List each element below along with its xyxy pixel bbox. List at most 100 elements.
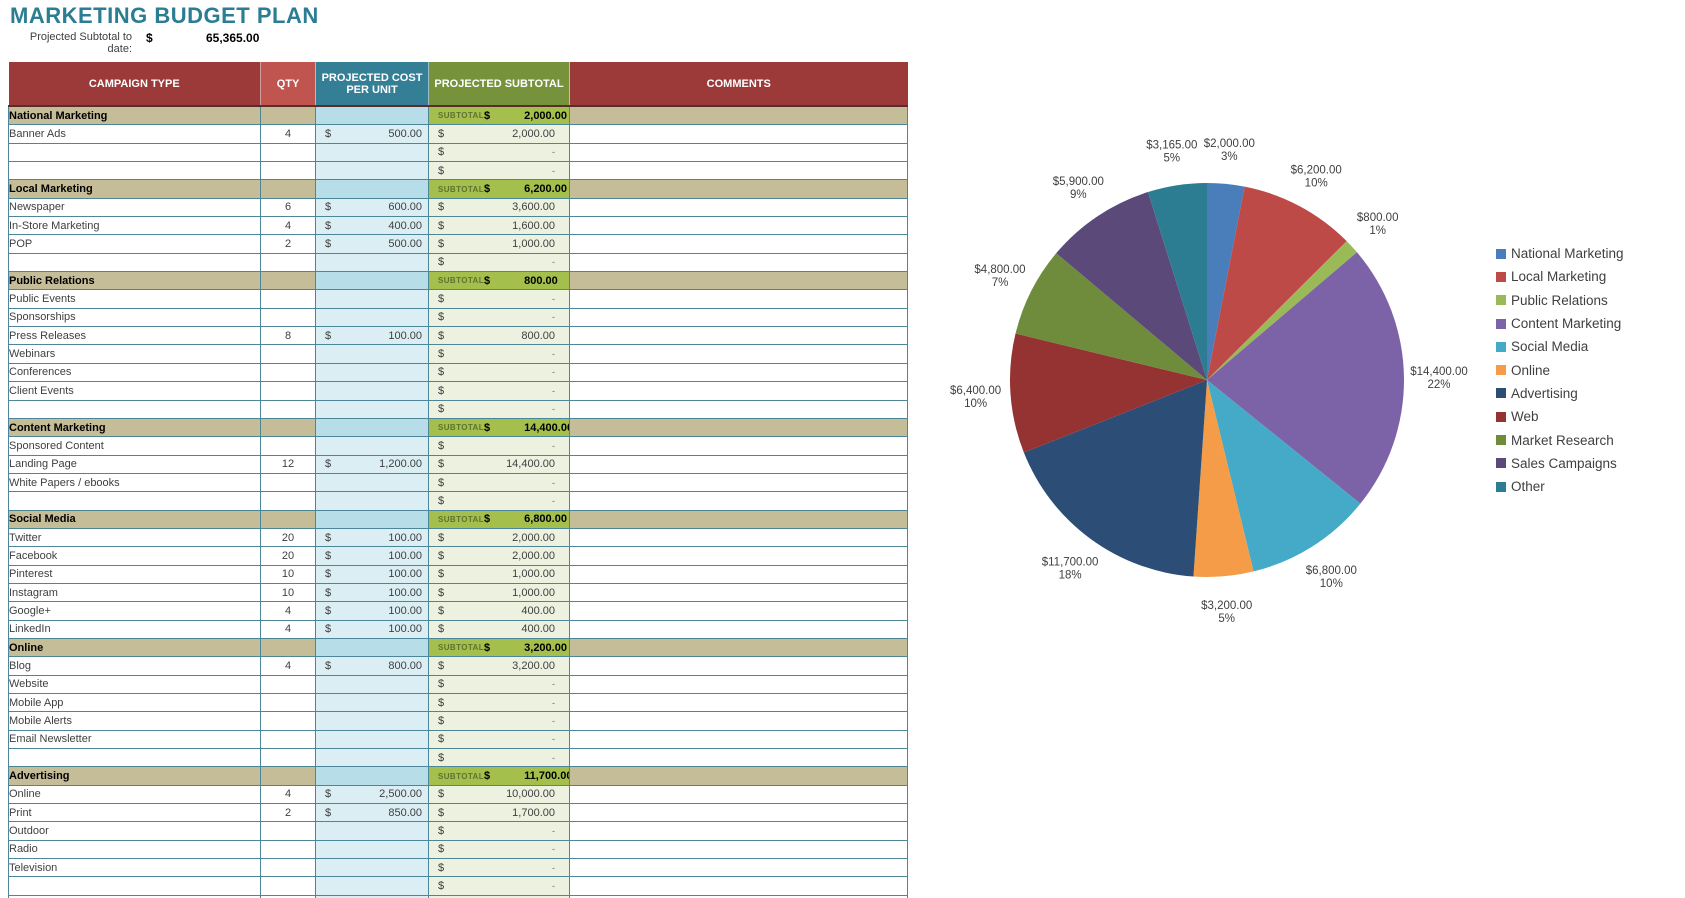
campaign-cell[interactable]: Conferences: [8, 362, 261, 383]
section-qty-cell[interactable]: [260, 509, 316, 529]
comment-cell[interactable]: [569, 326, 908, 346]
qty-cell[interactable]: [260, 381, 316, 401]
comment-cell[interactable]: [569, 436, 908, 456]
qty-cell[interactable]: [260, 399, 316, 419]
pie-slice-market-research[interactable]: [1015, 253, 1207, 380]
section-name-cell[interactable]: Local Marketing: [8, 179, 261, 199]
cost-cell[interactable]: [315, 161, 429, 181]
cost-cell[interactable]: $500.00: [315, 124, 429, 144]
section-subtotal-cell[interactable]: SUBTOTAL $11,700.00: [428, 766, 570, 786]
section-comments-cell[interactable]: [569, 766, 908, 786]
comment-cell[interactable]: [569, 344, 908, 364]
comment-cell[interactable]: [569, 527, 908, 548]
subtotal-cell[interactable]: $10,000.00: [428, 784, 570, 805]
section-cost-cell[interactable]: [315, 417, 429, 438]
pie-slice-local-marketing[interactable]: [1207, 186, 1347, 380]
subtotal-cell[interactable]: $-: [428, 821, 570, 841]
cost-cell[interactable]: $850.00: [315, 803, 429, 823]
section-qty-cell[interactable]: [260, 417, 316, 438]
comment-cell[interactable]: [569, 197, 908, 218]
subtotal-cell[interactable]: $1,000.00: [428, 564, 570, 584]
cost-cell[interactable]: [315, 472, 429, 493]
cost-cell[interactable]: [315, 289, 429, 309]
subtotal-cell[interactable]: $-: [428, 381, 570, 401]
comment-cell[interactable]: [569, 252, 908, 273]
section-name-cell[interactable]: Advertising: [8, 766, 261, 786]
subtotal-cell[interactable]: $-: [428, 161, 570, 181]
comment-cell[interactable]: [569, 674, 908, 695]
campaign-cell[interactable]: [8, 399, 261, 419]
campaign-cell[interactable]: POP: [8, 234, 261, 254]
legend-item-content-marketing[interactable]: Content Marketing: [1496, 312, 1624, 335]
section-subtotal-cell[interactable]: SUBTOTAL $14,400.00: [428, 417, 570, 438]
qty-cell[interactable]: [260, 748, 316, 768]
comment-cell[interactable]: [569, 399, 908, 419]
qty-cell[interactable]: 10: [260, 582, 316, 603]
qty-cell[interactable]: [260, 362, 316, 383]
qty-cell[interactable]: [260, 491, 316, 511]
cost-cell[interactable]: [315, 876, 429, 896]
qty-cell[interactable]: 4: [260, 216, 316, 236]
cost-cell[interactable]: [315, 399, 429, 419]
comment-cell[interactable]: [569, 821, 908, 841]
comment-cell[interactable]: [569, 472, 908, 493]
qty-cell[interactable]: [260, 472, 316, 493]
legend-item-local-marketing[interactable]: Local Marketing: [1496, 265, 1624, 288]
cost-cell[interactable]: $500.00: [315, 234, 429, 254]
cost-cell[interactable]: [315, 692, 429, 713]
comment-cell[interactable]: [569, 601, 908, 621]
subtotal-cell[interactable]: $-: [428, 692, 570, 713]
summary-currency-cell[interactable]: $: [146, 31, 153, 45]
qty-cell[interactable]: [260, 344, 316, 364]
campaign-cell[interactable]: Online: [8, 784, 261, 805]
cost-cell[interactable]: [315, 729, 429, 750]
cost-cell[interactable]: $400.00: [315, 216, 429, 236]
section-cost-cell[interactable]: [315, 766, 429, 786]
header-campaign-type[interactable]: CAMPAIGN TYPE: [8, 62, 261, 107]
qty-cell[interactable]: [260, 729, 316, 750]
pie-slice-online[interactable]: [1193, 380, 1254, 577]
campaign-cell[interactable]: Webinars: [8, 344, 261, 364]
qty-cell[interactable]: [260, 161, 316, 181]
cost-cell[interactable]: $800.00: [315, 656, 429, 676]
qty-cell[interactable]: [260, 821, 316, 841]
comment-cell[interactable]: [569, 124, 908, 144]
qty-cell[interactable]: [260, 711, 316, 731]
qty-cell[interactable]: 10: [260, 564, 316, 584]
qty-cell[interactable]: 4: [260, 784, 316, 805]
subtotal-cell[interactable]: $-: [428, 748, 570, 768]
comment-cell[interactable]: [569, 582, 908, 603]
subtotal-cell[interactable]: $-: [428, 729, 570, 750]
comment-cell[interactable]: [569, 381, 908, 401]
campaign-cell[interactable]: Sponsored Content: [8, 436, 261, 456]
qty-cell[interactable]: 6: [260, 197, 316, 218]
section-qty-cell[interactable]: [260, 637, 316, 658]
campaign-cell[interactable]: Print: [8, 803, 261, 823]
subtotal-cell[interactable]: $-: [428, 252, 570, 273]
qty-cell[interactable]: [260, 858, 316, 878]
section-qty-cell[interactable]: [260, 271, 316, 291]
campaign-cell[interactable]: Sponsorships: [8, 307, 261, 328]
campaign-cell[interactable]: In-Store Marketing: [8, 216, 261, 236]
campaign-cell[interactable]: White Papers / ebooks: [8, 472, 261, 493]
cost-cell[interactable]: [315, 142, 429, 163]
cost-cell[interactable]: [315, 252, 429, 273]
section-subtotal-cell[interactable]: SUBTOTAL $6,200.00: [428, 179, 570, 199]
subtotal-cell[interactable]: $-: [428, 711, 570, 731]
campaign-cell[interactable]: Email Newsletter: [8, 729, 261, 750]
campaign-cell[interactable]: [8, 748, 261, 768]
comment-cell[interactable]: [569, 656, 908, 676]
cost-cell[interactable]: [315, 436, 429, 456]
pie-slice-advertising[interactable]: [1023, 380, 1207, 577]
qty-cell[interactable]: 4: [260, 656, 316, 676]
campaign-cell[interactable]: [8, 142, 261, 163]
section-cost-cell[interactable]: [315, 105, 429, 126]
comment-cell[interactable]: [569, 142, 908, 163]
comment-cell[interactable]: [569, 894, 908, 898]
comment-cell[interactable]: [569, 491, 908, 511]
cost-cell[interactable]: $100.00: [315, 527, 429, 548]
cost-cell[interactable]: [315, 491, 429, 511]
comment-cell[interactable]: [569, 619, 908, 639]
legend-item-market-research[interactable]: Market Research: [1496, 428, 1624, 451]
subtotal-cell[interactable]: $1,700.00: [428, 803, 570, 823]
